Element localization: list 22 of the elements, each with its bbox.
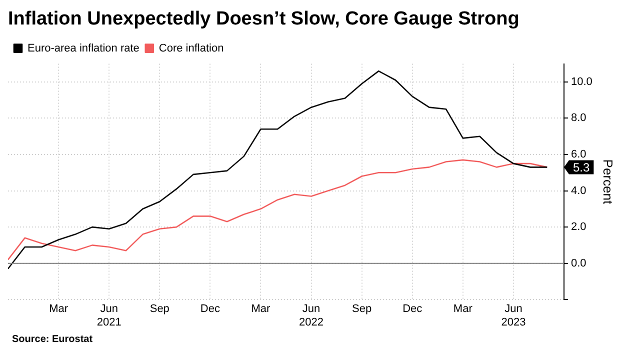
y-axis-title: Percent [600,159,616,204]
source-note: Source: Eurostat [12,334,94,345]
x-tick-label: Dec [402,303,423,316]
y-tick-label: 10.0 [570,76,592,88]
x-tick-label: Mar [49,303,68,316]
x-tick-label: Jun 2022 [299,303,324,328]
y-tick-label: 6.0 [570,148,586,161]
x-tick-label: Sep [352,303,372,316]
x-tick-label: Dec [200,303,220,316]
y-tick-label: 0.0 [570,257,586,270]
x-tick-label: Jun 2023 [501,303,526,328]
legend-label: Euro-area inflation rate [28,42,140,54]
annotation: 5.3 [572,160,590,174]
y-tick-label: 4.0 [570,184,586,197]
x-tick-label: Mar [453,303,473,316]
y-tick-label: 2.0 [570,221,586,234]
x-tick-label: Jun 2021 [96,303,122,328]
x-tick-label: Sep [150,303,170,316]
x-tick-label: Mar [251,303,271,316]
y-tick-label: 8.0 [570,112,586,124]
chart-title: Inflation Unexpectedly Doesn’t Slow, Core Gauge Strong [8,8,520,30]
legend-label: Core inflation [158,42,224,54]
